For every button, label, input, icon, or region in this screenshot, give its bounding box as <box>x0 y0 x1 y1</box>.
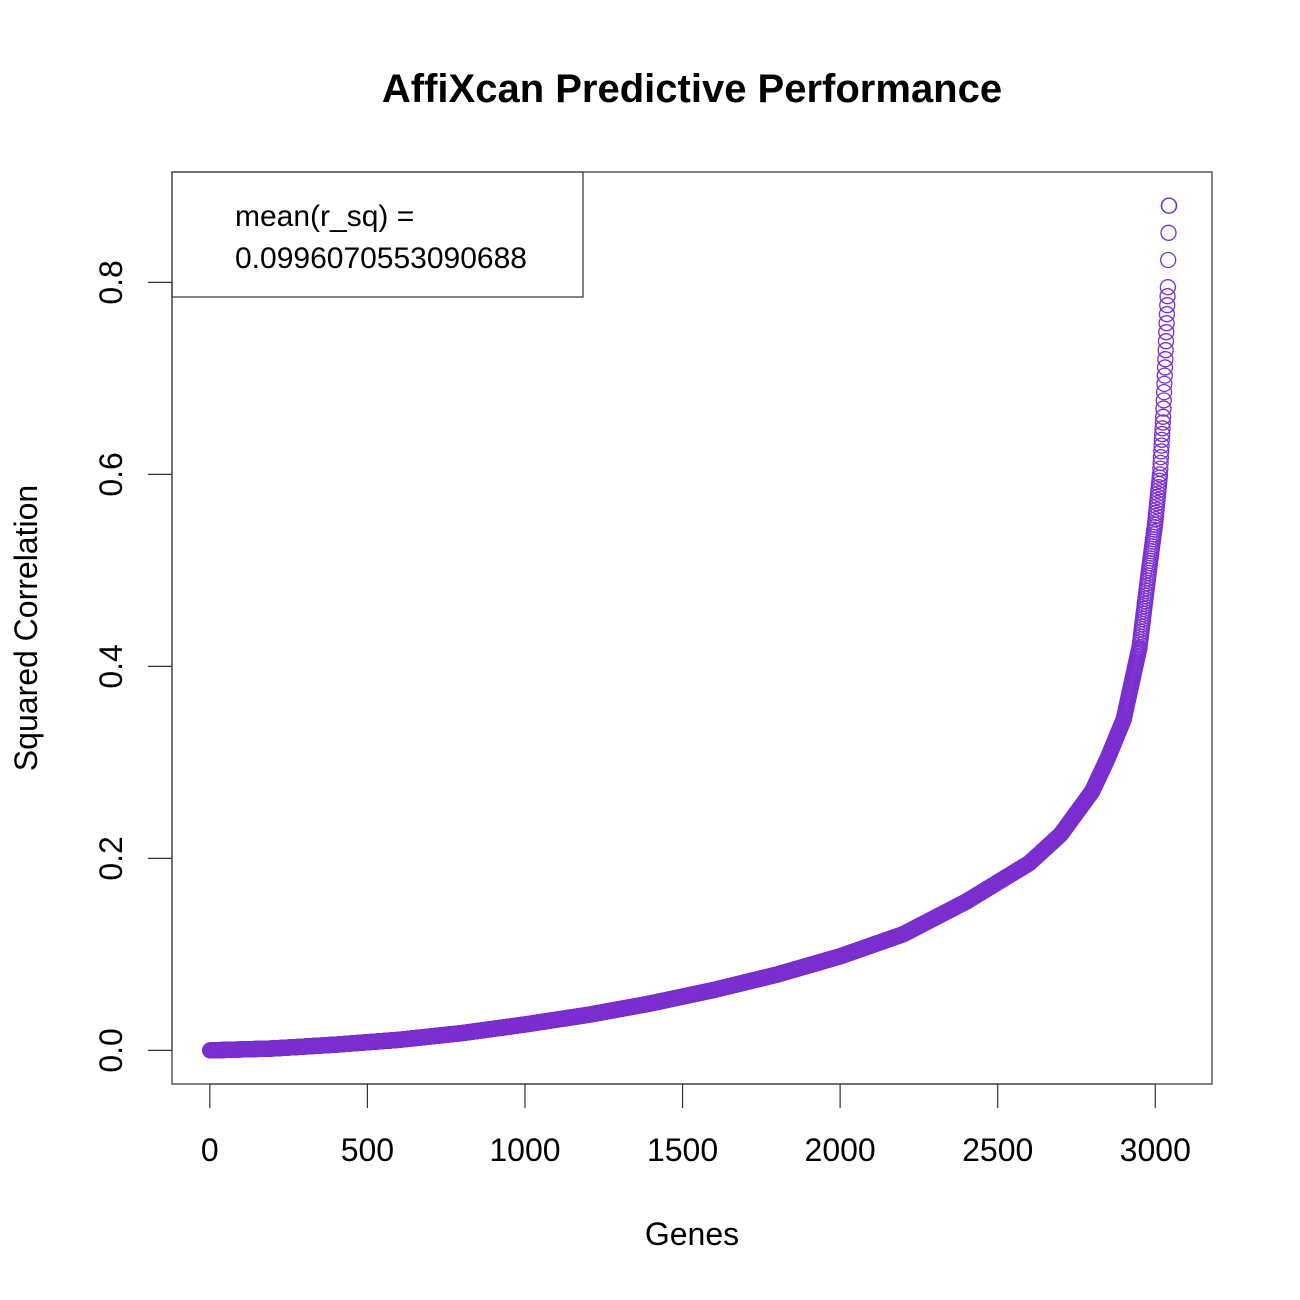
data-point <box>1160 224 1177 241</box>
data-point <box>1151 466 1169 483</box>
x-tick-label: 3000 <box>1120 1132 1191 1168</box>
data-point <box>1159 288 1176 305</box>
data-point <box>1155 408 1172 425</box>
data-points <box>201 197 1178 1059</box>
x-tick-label: 0 <box>201 1132 219 1168</box>
data-point <box>1159 279 1177 296</box>
data-point <box>1157 351 1174 368</box>
data-point <box>1155 383 1173 401</box>
data-point <box>1160 251 1177 269</box>
data-point <box>1155 400 1172 417</box>
data-point <box>1157 342 1174 359</box>
data-point <box>1153 437 1170 454</box>
x-axis: 0 500 1000 1500 2000 2500 3000 <box>201 1083 1191 1168</box>
chart-title: AffiXcan Predictive Performance <box>382 67 1002 111</box>
data-point <box>1152 454 1169 472</box>
data-point <box>1153 431 1171 448</box>
data-point <box>1155 392 1172 409</box>
y-axis: 0.0 0.2 0.4 0.6 0.8 <box>93 260 173 1073</box>
data-point <box>1156 367 1173 384</box>
data-point <box>1154 414 1171 431</box>
data-point <box>1159 297 1176 314</box>
x-tick-label: 1500 <box>647 1132 718 1168</box>
y-tick-label: 0.4 <box>93 644 129 688</box>
y-tick-label: 0.0 <box>93 1028 129 1072</box>
data-point <box>1158 315 1175 332</box>
legend-line-1: mean(r_sq) = <box>235 200 414 233</box>
data-point <box>1156 359 1174 376</box>
y-axis-label: Squared Correlation <box>8 485 44 771</box>
data-point <box>1158 324 1175 341</box>
data-point <box>1154 420 1171 437</box>
legend: mean(r_sq) = 0.0996070553090688 <box>171 171 584 298</box>
x-tick-label: 2500 <box>962 1132 1033 1168</box>
x-tick-label: 1000 <box>489 1132 560 1168</box>
data-point <box>1152 448 1170 466</box>
y-tick-label: 0.6 <box>93 452 129 496</box>
data-point <box>1156 375 1173 393</box>
data-point <box>1157 333 1175 350</box>
y-tick-label: 0.2 <box>93 836 129 880</box>
data-point <box>1160 197 1178 214</box>
data-point <box>1153 443 1170 460</box>
data-point <box>1152 460 1169 477</box>
y-tick-label: 0.8 <box>93 260 129 304</box>
x-tick-label: 2000 <box>805 1132 876 1168</box>
x-axis-label: Genes <box>645 1216 739 1252</box>
data-point <box>1158 306 1176 323</box>
legend-line-2: 0.0996070553090688 <box>235 242 527 275</box>
legend-box <box>171 171 584 298</box>
x-tick-label: 500 <box>341 1132 394 1168</box>
plot-frame <box>171 171 1213 1085</box>
data-point <box>1154 425 1171 443</box>
